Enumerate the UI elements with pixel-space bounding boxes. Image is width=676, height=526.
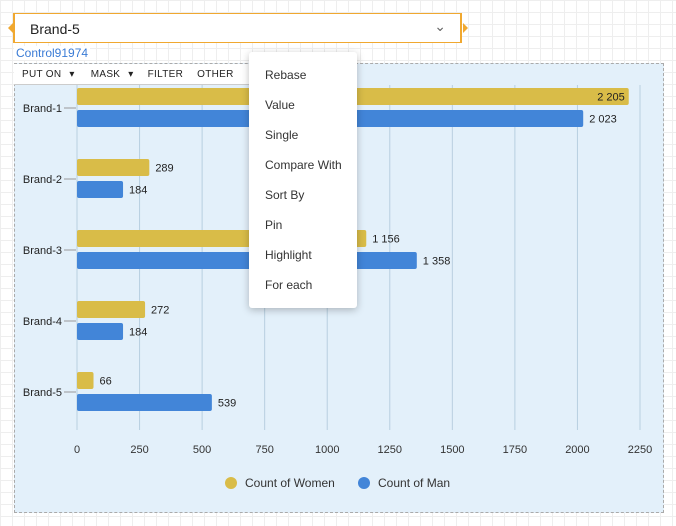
legend-label: Count of Women xyxy=(245,476,335,490)
menu-item-for-each[interactable]: For each xyxy=(265,278,313,292)
legend-label: Count of Man xyxy=(378,476,450,490)
menu-item-pin[interactable]: Pin xyxy=(265,218,283,232)
filter-button[interactable]: FILTER xyxy=(147,68,184,80)
category-label: Brand-1 xyxy=(23,103,62,115)
legend-marker xyxy=(358,477,370,489)
x-tick-label: 0 xyxy=(74,444,80,456)
menu-item-rebase[interactable]: Rebase xyxy=(265,68,307,82)
menu-item-value[interactable]: Value xyxy=(265,98,295,112)
control-label: Control91974 xyxy=(14,46,91,60)
data-label: 184 xyxy=(129,327,147,339)
x-tick-label: 2250 xyxy=(628,444,652,456)
bar xyxy=(77,394,212,411)
data-label: 539 xyxy=(218,398,236,410)
chart-toolbar: PUT ON ▾ MASK ▾ FILTER OTHER xyxy=(14,64,254,85)
data-label: 184 xyxy=(129,185,147,197)
data-label: 1 358 xyxy=(423,256,451,268)
brand-select[interactable]: Brand-5 ⌄ xyxy=(13,13,462,43)
menu-item-single[interactable]: Single xyxy=(265,128,299,142)
data-label: 2 205 xyxy=(597,92,625,104)
bar xyxy=(77,301,146,318)
x-tick-label: 750 xyxy=(255,444,273,456)
other-button[interactable]: OTHER xyxy=(197,68,234,80)
resize-handle-right[interactable] xyxy=(463,23,468,33)
x-tick-label: 1500 xyxy=(440,444,464,456)
data-label: 66 xyxy=(100,376,112,388)
x-tick-label: 250 xyxy=(130,444,148,456)
data-label: 272 xyxy=(151,305,169,317)
data-label: 289 xyxy=(155,163,173,175)
data-label: 2 023 xyxy=(589,114,617,126)
x-tick-label: 500 xyxy=(193,444,211,456)
selected-value: Brand-5 xyxy=(30,21,80,37)
bar xyxy=(77,181,124,198)
dropdown-arrow-icon[interactable]: ▾ xyxy=(128,68,134,80)
data-label: 1 156 xyxy=(372,234,400,246)
x-tick-label: 1000 xyxy=(315,444,339,456)
resize-handle-left[interactable] xyxy=(8,23,13,33)
bar xyxy=(77,372,94,389)
category-label: Brand-5 xyxy=(23,387,62,399)
menu-item-compare-with[interactable]: Compare With xyxy=(265,158,342,172)
dropdown-arrow-icon[interactable]: ▾ xyxy=(69,68,75,80)
bar xyxy=(77,323,124,340)
menu-item-highlight[interactable]: Highlight xyxy=(265,248,312,262)
menu-item-sort-by[interactable]: Sort By xyxy=(265,188,305,202)
category-label: Brand-2 xyxy=(23,174,62,186)
legend-marker xyxy=(225,477,237,489)
put-on-button[interactable]: PUT ON xyxy=(22,68,62,80)
context-menu: Rebase Value Single Compare With Sort By… xyxy=(249,52,357,308)
bar xyxy=(77,252,417,269)
chevron-down-icon[interactable]: ⌄ xyxy=(434,18,446,34)
x-tick-label: 1750 xyxy=(503,444,527,456)
x-tick-label: 1250 xyxy=(378,444,402,456)
category-label: Brand-4 xyxy=(23,316,62,328)
bar xyxy=(77,159,150,176)
x-tick-label: 2000 xyxy=(565,444,589,456)
category-label: Brand-3 xyxy=(23,245,62,257)
mask-button[interactable]: MASK xyxy=(90,68,121,80)
